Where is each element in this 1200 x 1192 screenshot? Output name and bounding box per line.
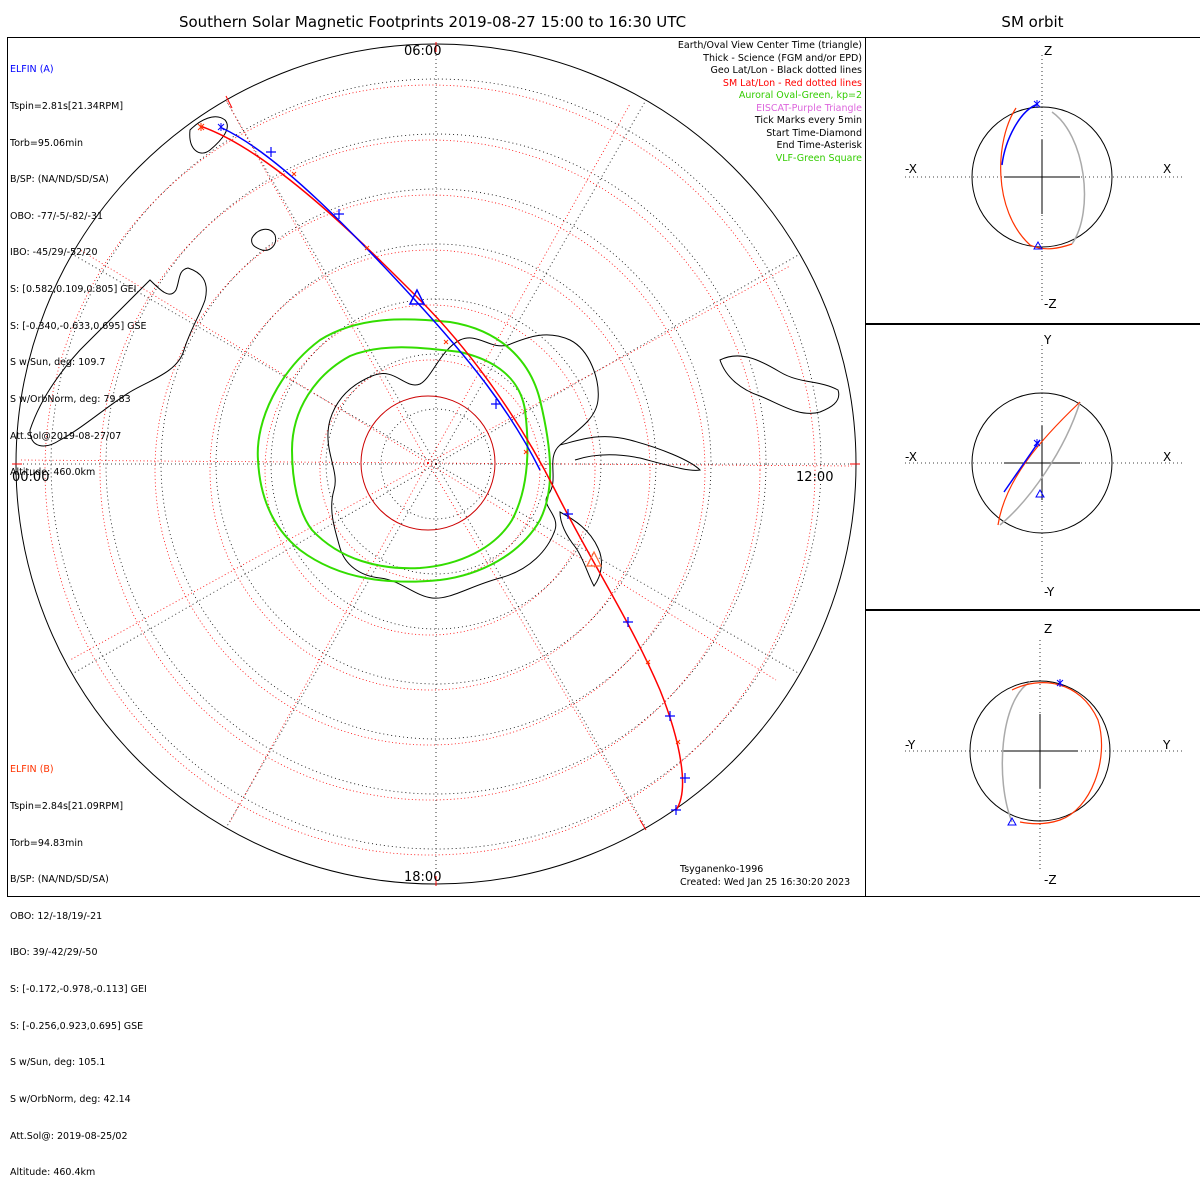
elfin-a-line: S: [-0.340,-0.633,0.695] GSE xyxy=(10,320,147,332)
yz-plot xyxy=(905,640,1185,870)
elfin-a-line: Altitude: 460.0km xyxy=(10,467,96,479)
elfin-b-line: Altitude: 460.4km xyxy=(10,1167,96,1179)
elfin-a-line: Torb=95.06min xyxy=(10,137,84,149)
panel2-bottom-label: -Y xyxy=(1044,585,1055,599)
auroral-oval-inner xyxy=(290,346,529,570)
elfin-b-line: IBO: 39/-42/29/-50 xyxy=(10,947,98,959)
polar-map xyxy=(12,42,860,886)
elfin-a-line: B/SP: (NA/ND/SD/SA) xyxy=(10,174,109,186)
elfin-a-view-triangle xyxy=(408,288,426,305)
panel3-right-label: Y xyxy=(1163,738,1171,752)
elfin-a-line: S: [0.582,0.109,0.805] GEI xyxy=(10,284,137,296)
legend-item: Auroral Oval-Green, kp=2 xyxy=(738,90,862,101)
sm-orbit-title: SM orbit xyxy=(1001,13,1064,31)
newzealand-coast xyxy=(189,116,228,154)
model-label: Tsyganenko-1996 xyxy=(680,864,764,875)
legend-item: Geo Lat/Lon - Black dotted lines xyxy=(710,65,862,76)
xy-plot xyxy=(905,345,1185,585)
panel3-top-label: Z xyxy=(1044,622,1053,636)
panel2-right-label: X xyxy=(1163,450,1172,464)
clock-label-0000: 00:00 xyxy=(12,470,50,485)
clock-label-1200: 12:00 xyxy=(796,470,834,485)
sm-orbit-yz-panel xyxy=(865,609,1200,897)
elfin-b-line: S w/Sun, deg: 105.1 xyxy=(10,1057,106,1069)
panel3-bottom-label: -Z xyxy=(1044,873,1057,887)
sm-orbit-xz-panel xyxy=(865,37,1200,325)
antarctic-peninsula xyxy=(559,436,702,471)
elfin-a-name: ELFIN (A) xyxy=(10,64,54,76)
sm-pole-circle xyxy=(360,395,496,531)
elfin-b-view-triangle xyxy=(586,550,602,567)
elfin-b-line: Tspin=2.84s[21.09RPM] xyxy=(10,801,124,813)
elfin-b-line: B/SP: (NA/ND/SD/SA) xyxy=(10,874,109,886)
elfin-a-tick-marks xyxy=(266,147,690,815)
elfin-b-line: S: [-0.256,0.923,0.695] GSE xyxy=(10,1020,144,1032)
panel1-bottom-label: -Z xyxy=(1044,297,1057,311)
panel2-top-label: Y xyxy=(1044,333,1052,347)
tasmania-coast xyxy=(251,228,277,251)
africa-coast xyxy=(719,355,840,414)
panel1-left-label: -X xyxy=(905,162,917,176)
australia-coast xyxy=(29,267,207,447)
sm-orbit-xy-panel xyxy=(865,323,1200,611)
sm-orbit-plots xyxy=(905,55,1185,870)
elfin-b-start-asterisk xyxy=(197,123,205,131)
elfin-b-tick-marks xyxy=(291,171,681,745)
elfin-a-info: ELFIN (A) Tspin=2.81s[21.34RPM] Torb=95.… xyxy=(10,40,147,492)
legend-item: SM Lat/Lon - Red dotted lines xyxy=(722,77,862,89)
clock-label-1800: 18:00 xyxy=(404,870,442,885)
plot-title: Southern Solar Magnetic Footprints 2019-… xyxy=(178,13,687,31)
legend-item: Start Time-Diamond xyxy=(766,127,862,139)
legend-item: EISCAT-Purple Triangle xyxy=(756,102,862,114)
xz-plot xyxy=(905,55,1185,300)
elfin-b-line: S w/OrbNorm, deg: 42.14 xyxy=(10,1093,131,1105)
elfin-a-line: OBO: -77/-5/-82/-31 xyxy=(10,210,103,222)
elfin-b-line: OBO: 12/-18/19/-21 xyxy=(10,910,103,922)
elfin-b-line: S: [-0.172,-0.978,-0.113] GEI xyxy=(10,984,147,996)
panel2-left-label: -X xyxy=(905,450,917,464)
legend-item: Thick - Science (FGM and/or EPD) xyxy=(703,52,862,64)
legend: Earth/Oval View Center Time (triangle) T… xyxy=(678,40,862,165)
auroral-oval-outer xyxy=(256,318,552,583)
antarctica-coast xyxy=(327,334,599,599)
elfin-b-track xyxy=(199,125,684,811)
sm-lon-lines xyxy=(19,99,853,823)
elfin-b-name: ELFIN (B) xyxy=(10,764,54,776)
panel1-top-label: Z xyxy=(1044,44,1053,58)
sm-rim-ticks xyxy=(12,42,860,886)
legend-item: Tick Marks every 5min xyxy=(754,115,862,126)
elfin-a-line: Att.Sol@2019-08-27/07 xyxy=(10,430,122,442)
legend-item: Earth/Oval View Center Time (triangle) xyxy=(677,40,862,51)
legend-item: VLF-Green Square xyxy=(775,152,862,164)
footer: Tsyganenko-1996 Created: Wed Jan 25 16:3… xyxy=(680,864,850,889)
elfin-a-start-asterisk xyxy=(217,123,225,131)
elfin-b-line: Att.Sol@: 2019-08-25/02 xyxy=(10,1130,128,1142)
south-america-coast xyxy=(559,511,602,587)
legend-item: End Time-Asterisk xyxy=(776,140,862,151)
clock-label-0600: 06:00 xyxy=(404,44,442,59)
elfin-a-line: IBO: -45/29/-52/20 xyxy=(10,247,98,259)
panel1-right-label: X xyxy=(1163,162,1172,176)
elfin-a-line: S w/OrbNorm, deg: 79.83 xyxy=(10,393,131,405)
elfin-a-line: S w/Sun, deg: 109.7 xyxy=(10,357,106,369)
panel3-left-label: -Y xyxy=(905,738,916,752)
created-label: Created: Wed Jan 25 16:30:20 2023 xyxy=(680,876,851,888)
elfin-a-line: Tspin=2.81s[21.34RPM] xyxy=(10,101,124,113)
elfin-b-line: Torb=94.83min xyxy=(10,837,84,849)
elfin-a-track xyxy=(221,127,541,471)
